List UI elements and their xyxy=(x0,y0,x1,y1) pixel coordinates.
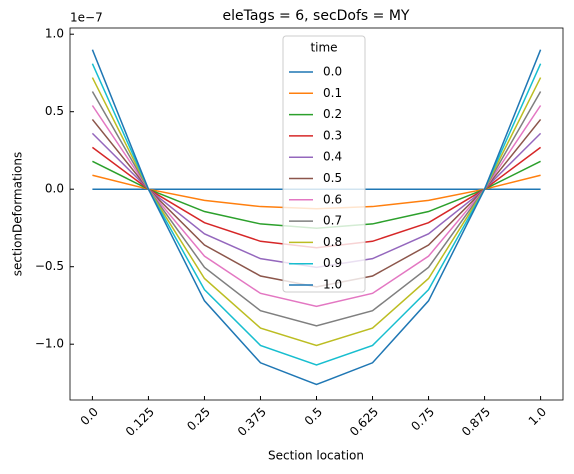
legend-label: 0.7 xyxy=(323,214,342,228)
x-tick-label: 0.5 xyxy=(302,405,325,428)
legend-title: time xyxy=(310,41,337,55)
x-tick-label: 0.125 xyxy=(123,405,157,439)
series-line xyxy=(91,49,542,386)
y-tick-label: −0.5 xyxy=(35,259,64,273)
x-tick-label: 0.25 xyxy=(184,405,213,434)
y-axis-label: sectionDeformations xyxy=(11,152,25,276)
series-line xyxy=(91,77,542,347)
plot-frame xyxy=(69,27,564,401)
legend-label: 0.8 xyxy=(323,235,342,249)
x-tick-label: 0.0 xyxy=(78,405,101,428)
legend-label: 0.4 xyxy=(323,150,342,164)
legend-label: 0.3 xyxy=(323,128,342,142)
x-tick-label: 0.375 xyxy=(235,405,269,439)
series-line xyxy=(91,63,542,366)
legend-label: 0.0 xyxy=(323,65,342,79)
legend-label: 0.1 xyxy=(323,86,342,100)
series-line xyxy=(91,91,542,327)
x-tick-label: 0.625 xyxy=(347,405,381,439)
y-tick-label: 1.0 xyxy=(45,27,64,41)
y-tick-label: 0.0 xyxy=(45,182,64,196)
legend-label: 0.2 xyxy=(323,107,342,121)
y-tick-label: −1.0 xyxy=(35,337,64,351)
legend-label: 1.0 xyxy=(323,278,342,292)
legend-label: 0.5 xyxy=(323,171,342,185)
x-tick-label: 0.75 xyxy=(408,405,437,434)
series-line xyxy=(91,105,542,308)
y-offset-label: 1e−7 xyxy=(70,11,103,25)
x-tick-label: 1.0 xyxy=(526,405,549,428)
legend-box xyxy=(282,35,366,293)
y-tick-label: 0.5 xyxy=(45,104,64,118)
x-axis-label: Section location xyxy=(268,449,364,463)
chart-title: eleTags = 6, secDofs = MY xyxy=(223,8,410,24)
x-tick-label: 0.875 xyxy=(459,405,493,439)
legend-label: 0.6 xyxy=(323,192,342,206)
legend-label: 0.9 xyxy=(323,256,342,270)
